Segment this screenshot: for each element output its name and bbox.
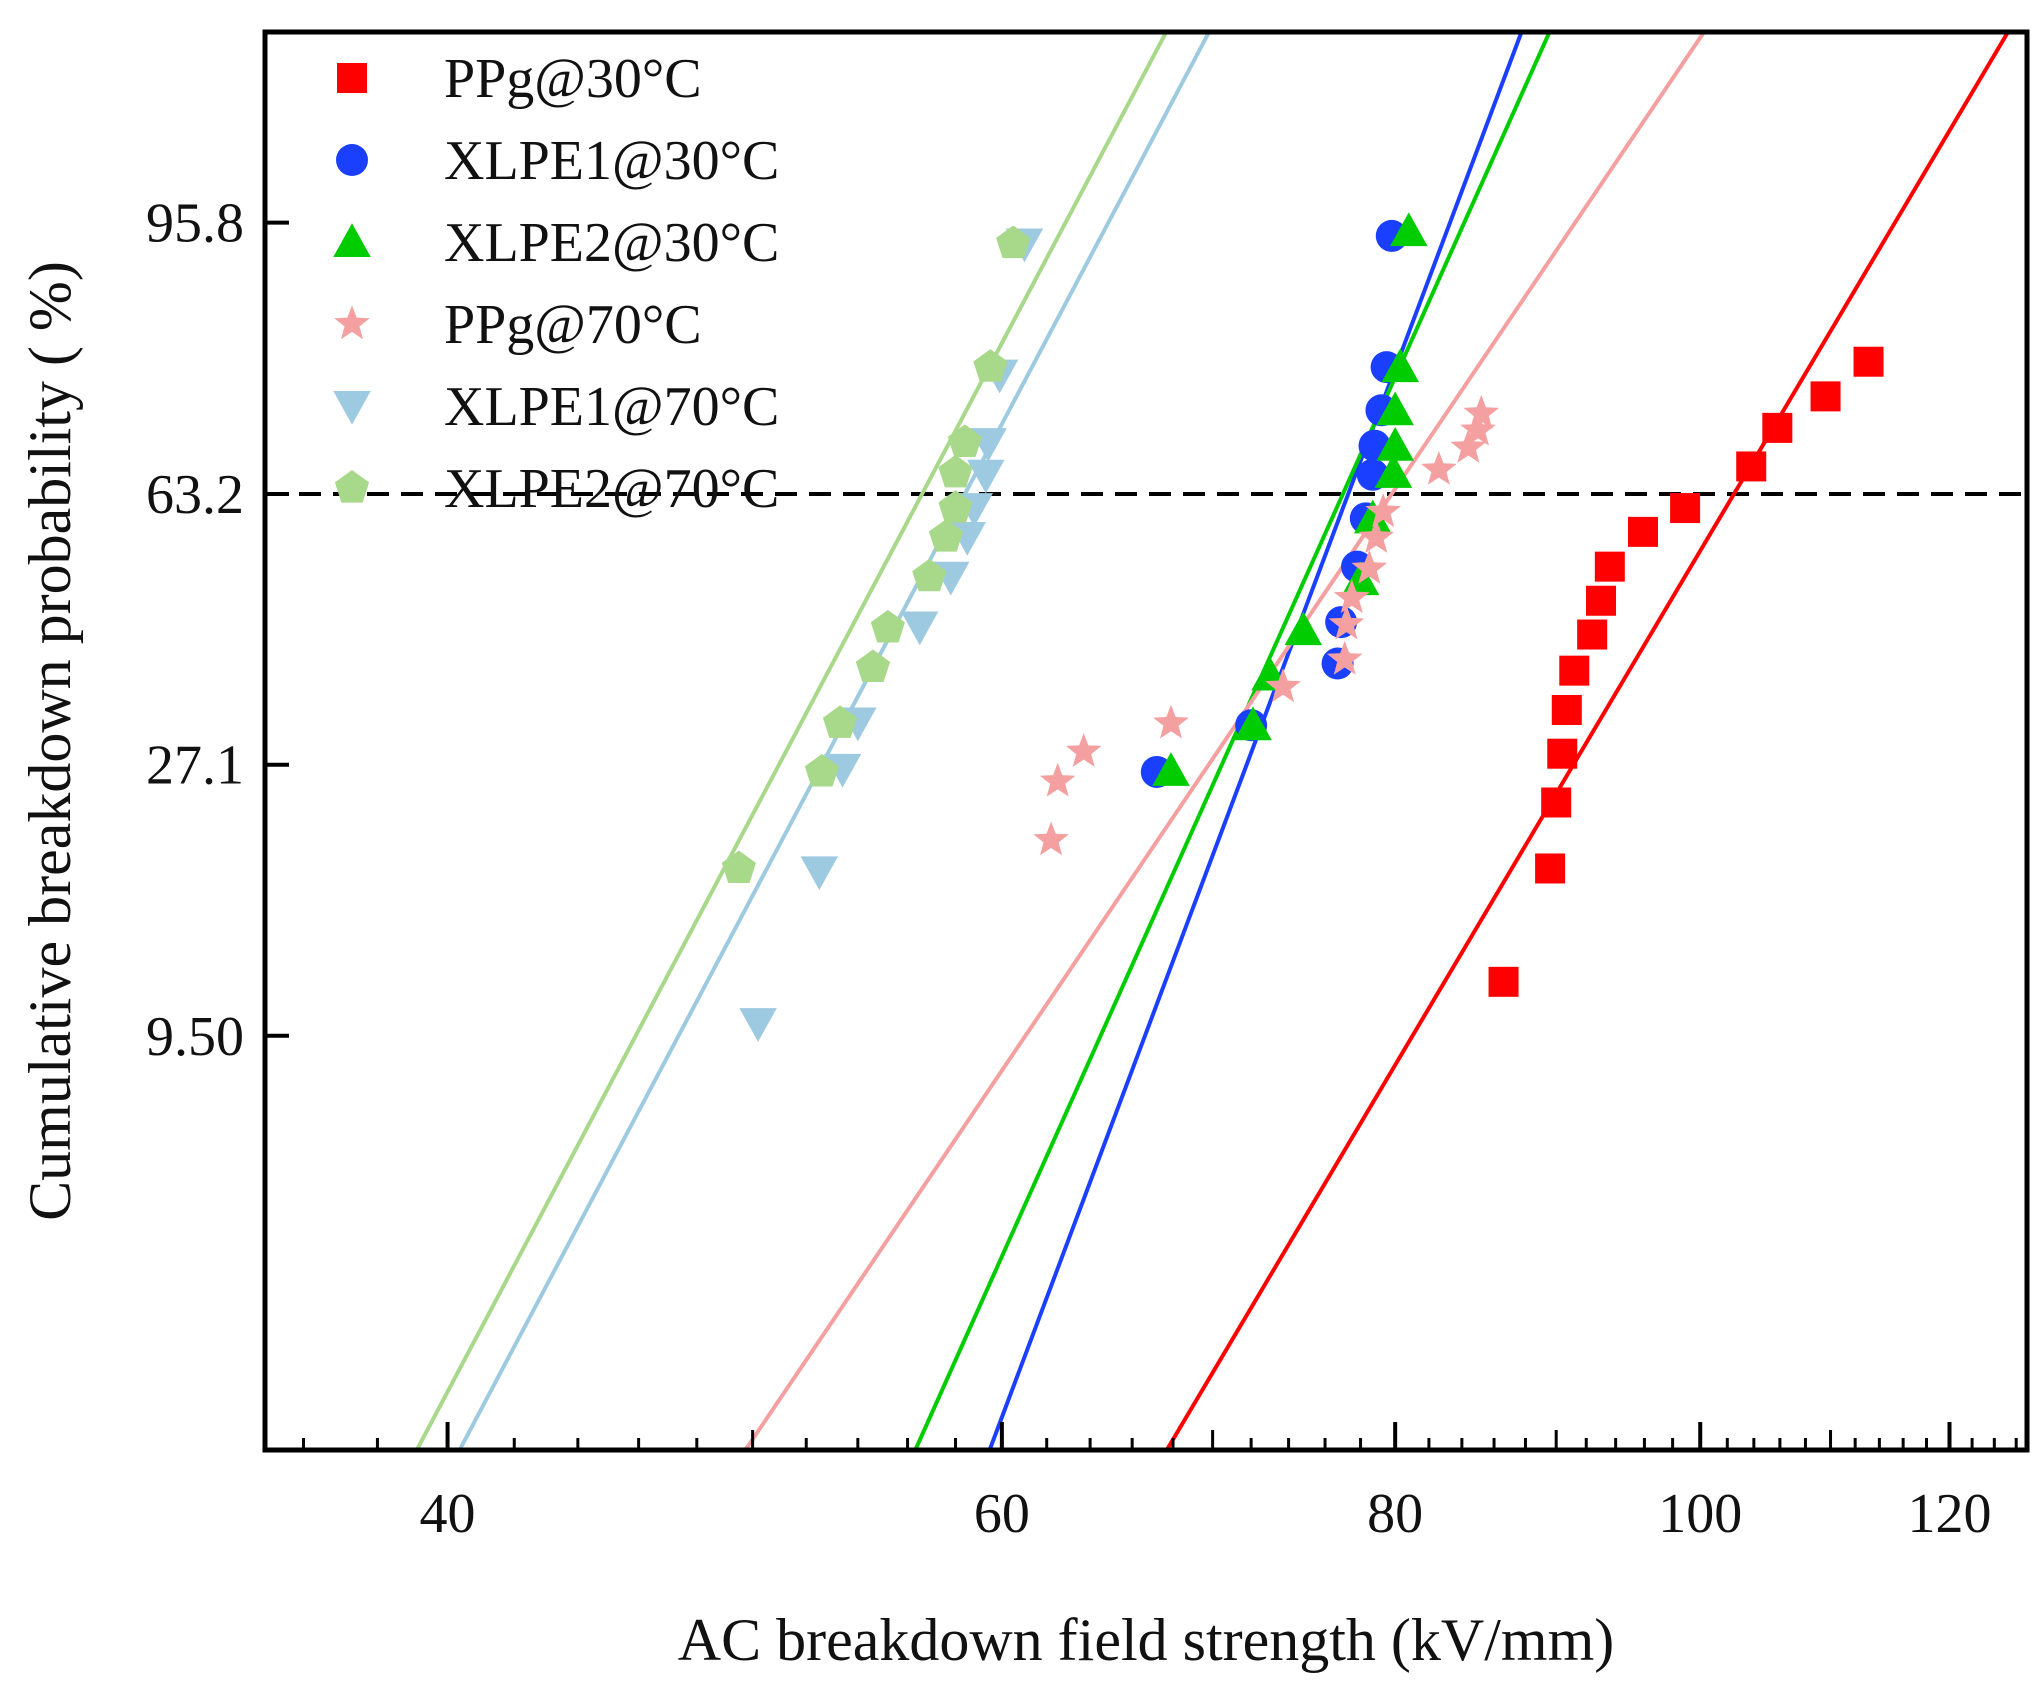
legend-label-1: XLPE1@30°C (444, 130, 779, 192)
data-point-s5-4 (870, 609, 905, 643)
data-point-s3-5 (1326, 640, 1363, 675)
data-point-s0-1 (1535, 853, 1566, 884)
data-point-s5-10 (973, 349, 1008, 382)
data-point-s5-7 (938, 490, 973, 523)
data-point-s3-1 (1039, 762, 1076, 797)
data-point-s0-9 (1628, 516, 1659, 547)
data-point-s3-6 (1328, 605, 1365, 640)
data-point-s0-5 (1559, 655, 1590, 686)
fit-line-series-1 (987, 32, 1524, 1450)
data-point-s3-14 (1463, 395, 1500, 429)
markers-layer (721, 212, 1884, 1042)
data-point-s2-6 (1374, 454, 1413, 488)
data-point-s0-3 (1547, 738, 1578, 769)
data-point-s5-3 (855, 649, 891, 682)
x-tick-label-60: 60 (974, 1483, 1030, 1545)
data-point-s0-0 (1488, 966, 1519, 997)
legend-marker-5 (334, 470, 370, 503)
data-point-s5-8 (938, 454, 973, 488)
data-point-s3-10 (1365, 493, 1401, 528)
data-point-s0-2 (1541, 787, 1572, 818)
data-point-s2-0 (1152, 752, 1190, 786)
data-point-s2-3 (1284, 611, 1323, 646)
data-point-s0-11 (1736, 451, 1767, 482)
data-point-s2-5 (1354, 499, 1392, 534)
x-tick-label-120: 120 (1907, 1483, 1991, 1545)
y-axis-label: Cumulative breakdown probability ( %) (17, 261, 83, 1221)
legend-marker-3 (334, 305, 370, 340)
data-point-s0-4 (1551, 694, 1582, 725)
data-point-s5-2 (822, 705, 858, 738)
x-tick-label-40: 40 (420, 1483, 476, 1545)
data-point-s0-6 (1577, 619, 1608, 650)
x-tick-label-80: 80 (1367, 1483, 1423, 1545)
y-tick-label-3: 95.8 (146, 193, 244, 255)
y-axis-ticks: 9.50 27.1 63.2 95.8 (146, 193, 289, 1068)
data-point-s4-1 (800, 856, 839, 891)
fit-lines-layer (415, 32, 2010, 1450)
data-point-s3-11 (1421, 450, 1457, 485)
data-point-s5-0 (721, 850, 756, 883)
data-point-s3-12 (1450, 428, 1487, 463)
data-point-s0-8 (1594, 551, 1625, 582)
data-point-s4-0 (739, 1008, 777, 1042)
fit-line-series-4 (457, 32, 1211, 1450)
data-point-s4-8 (967, 459, 1005, 494)
data-point-s5-1 (804, 754, 839, 787)
legend-label-0: PPg@30°C (444, 48, 702, 110)
legend-label-4: XLPE1@70°C (444, 376, 779, 438)
y-tick-label-0: 9.50 (146, 1006, 244, 1068)
data-point-s0-14 (1853, 346, 1884, 377)
legend-marker-2 (333, 223, 371, 257)
data-point-s5-11 (996, 225, 1031, 259)
data-point-s2-9 (1381, 348, 1420, 383)
data-point-s3-9 (1358, 519, 1395, 553)
data-point-s5-6 (928, 519, 964, 552)
legend-label-5: XLPE2@70°C (444, 458, 779, 520)
data-point-s2-1 (1234, 706, 1272, 741)
data-point-s3-2 (1065, 733, 1102, 767)
legend-label-3: PPg@70°C (444, 294, 702, 356)
data-point-s0-7 (1586, 585, 1617, 616)
data-point-s0-10 (1670, 493, 1701, 524)
legend-marker-1 (336, 144, 368, 176)
data-point-s3-0 (1033, 821, 1069, 856)
data-point-s3-4 (1265, 668, 1301, 703)
data-point-s4-4 (900, 611, 939, 646)
fit-line-series-2 (913, 32, 1552, 1450)
data-point-s3-8 (1351, 549, 1388, 584)
data-point-s2-7 (1376, 426, 1414, 461)
y-tick-label-2: 63.2 (146, 464, 244, 526)
data-point-s0-13 (1810, 381, 1841, 412)
legend: PPg@30°C XLPE1@30°C XLPE2@30°C PPg@70°C XLPE… (333, 48, 779, 520)
plot-frame (262, 29, 2030, 1453)
data-point-s2-8 (1376, 391, 1414, 426)
data-point-s5-9 (947, 424, 982, 457)
data-point-s3-13 (1460, 411, 1496, 446)
y-tick-label-1: 27.1 (146, 735, 244, 797)
fit-line-series-5 (415, 32, 1169, 1450)
fit-line-series-3 (743, 32, 1706, 1450)
legend-label-2: XLPE2@30°C (444, 212, 779, 274)
data-point-s0-12 (1762, 412, 1793, 443)
x-axis-ticks: 40 60 80 100 120 (302, 1422, 2018, 1545)
data-point-s3-3 (1153, 704, 1189, 739)
fit-line-series-0 (1165, 32, 2010, 1450)
data-point-s3-7 (1333, 579, 1370, 614)
x-tick-label-100: 100 (1658, 1483, 1742, 1545)
x-axis-label: AC breakdown field strength (kV/mm) (678, 1607, 1614, 1673)
data-point-s2-10 (1390, 212, 1428, 247)
data-point-s5-5 (912, 558, 947, 592)
legend-marker-0 (337, 63, 367, 93)
legend-marker-4 (333, 391, 371, 425)
